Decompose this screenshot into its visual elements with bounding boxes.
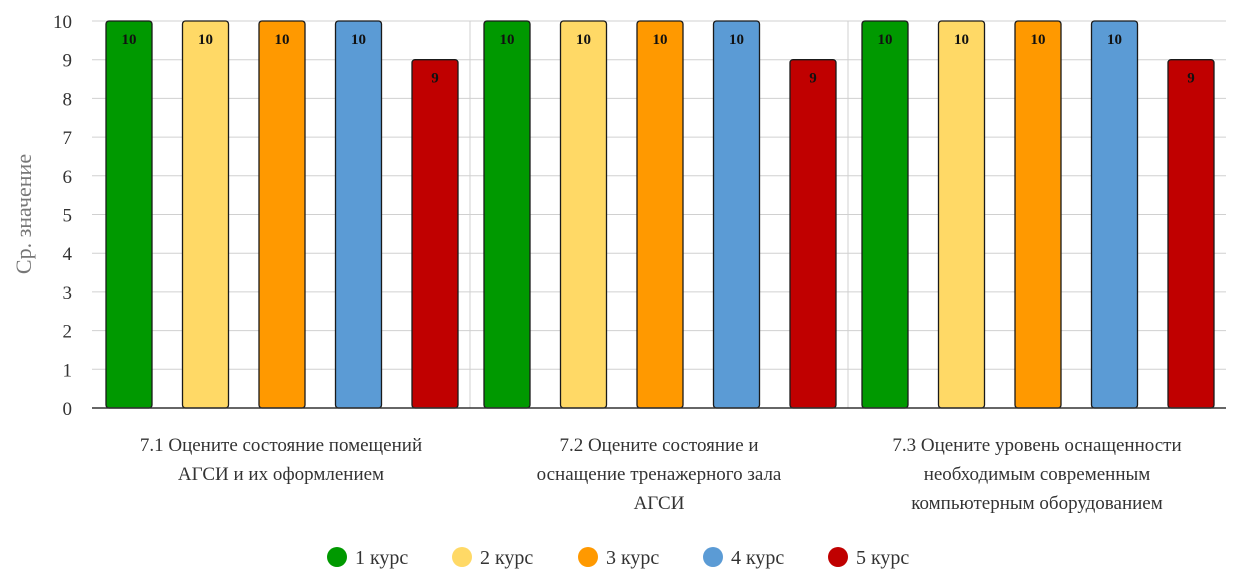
data-label: 10 xyxy=(500,32,515,48)
category-label-line: оснащение тренажерного зала xyxy=(537,464,782,485)
legend: 1 курс 2 курс 3 курс 4 курс 5 курс xyxy=(327,547,909,569)
data-label: 10 xyxy=(351,32,366,48)
category-label-line: 7.1 Оцените состояние помещений xyxy=(140,435,422,456)
data-label: 10 xyxy=(653,32,668,48)
bar xyxy=(712,20,761,409)
y-tick-label: 3 xyxy=(63,283,73,304)
data-label: 9 xyxy=(809,71,817,87)
bar xyxy=(483,20,531,409)
data-label: 10 xyxy=(198,32,213,48)
legend-marker xyxy=(452,547,472,567)
y-tick-label: 6 xyxy=(63,167,73,188)
category-label-line: компьютерным оборудованием xyxy=(911,493,1162,514)
legend-marker xyxy=(828,547,848,567)
legend-label: 2 курс xyxy=(480,547,533,569)
data-label: 10 xyxy=(729,32,744,48)
data-label: 9 xyxy=(431,71,439,87)
data-label: 10 xyxy=(576,32,591,48)
y-axis-label: Ср. значение xyxy=(11,154,36,274)
y-tick-label: 10 xyxy=(53,12,72,33)
y-tick-label: 1 xyxy=(63,360,73,381)
category-label: 7.1 Оцените состояние помещений АГСИ и их… xyxy=(140,435,422,485)
y-tick-label: 5 xyxy=(63,206,73,227)
category-label-line: АГСИ и их оформлением xyxy=(178,464,384,485)
bar xyxy=(105,20,153,409)
category-label-line: необходимым современным xyxy=(924,464,1151,485)
y-tick-label: 8 xyxy=(63,89,73,110)
category-label-line: 7.2 Оцените состояние и xyxy=(559,435,758,456)
category-label-line: АГСИ xyxy=(634,493,685,514)
data-label: 10 xyxy=(878,32,893,48)
data-label: 9 xyxy=(1187,71,1195,87)
data-label: 10 xyxy=(954,32,969,48)
bar xyxy=(334,20,383,409)
bar xyxy=(559,20,608,409)
category-label: 7.2 Оцените состояние и оснащение тренаже… xyxy=(537,435,782,514)
bar xyxy=(636,20,684,409)
category-label-line: 7.3 Оцените уровень оснащенности xyxy=(892,435,1181,456)
bar xyxy=(937,20,986,409)
legend-label: 1 курс xyxy=(355,547,408,569)
bar xyxy=(411,59,459,409)
legend-label: 3 курс xyxy=(606,547,659,569)
data-label: 10 xyxy=(1031,32,1046,48)
bar xyxy=(258,20,306,409)
bar xyxy=(1090,20,1139,409)
y-axis-ticks: 0 1 2 3 4 5 6 7 8 9 10 xyxy=(53,12,73,420)
data-label: 10 xyxy=(122,32,137,48)
y-tick-label: 7 xyxy=(63,128,73,149)
data-label: 10 xyxy=(275,32,290,48)
bar xyxy=(1167,59,1215,409)
legend-marker xyxy=(578,547,598,567)
legend-label: 5 курс xyxy=(856,547,909,569)
bar xyxy=(181,20,230,409)
data-label: 10 xyxy=(1107,32,1122,48)
bar xyxy=(861,20,909,409)
y-tick-label: 2 xyxy=(63,322,73,343)
bars xyxy=(105,20,1215,409)
legend-marker xyxy=(327,547,347,567)
y-tick-label: 4 xyxy=(63,244,73,265)
legend-label: 4 курс xyxy=(731,547,784,569)
legend-marker xyxy=(703,547,723,567)
category-labels: 7.1 Оцените состояние помещений АГСИ и их… xyxy=(140,435,1182,514)
y-tick-label: 0 xyxy=(63,399,73,420)
y-tick-label: 9 xyxy=(63,51,73,72)
category-label: 7.3 Оцените уровень оснащенности необходи… xyxy=(892,435,1181,514)
bar xyxy=(789,59,837,409)
bar xyxy=(1014,20,1062,409)
data-labels: 10 10 10 10 9 10 10 10 10 9 10 10 10 10 9 xyxy=(122,32,1195,87)
